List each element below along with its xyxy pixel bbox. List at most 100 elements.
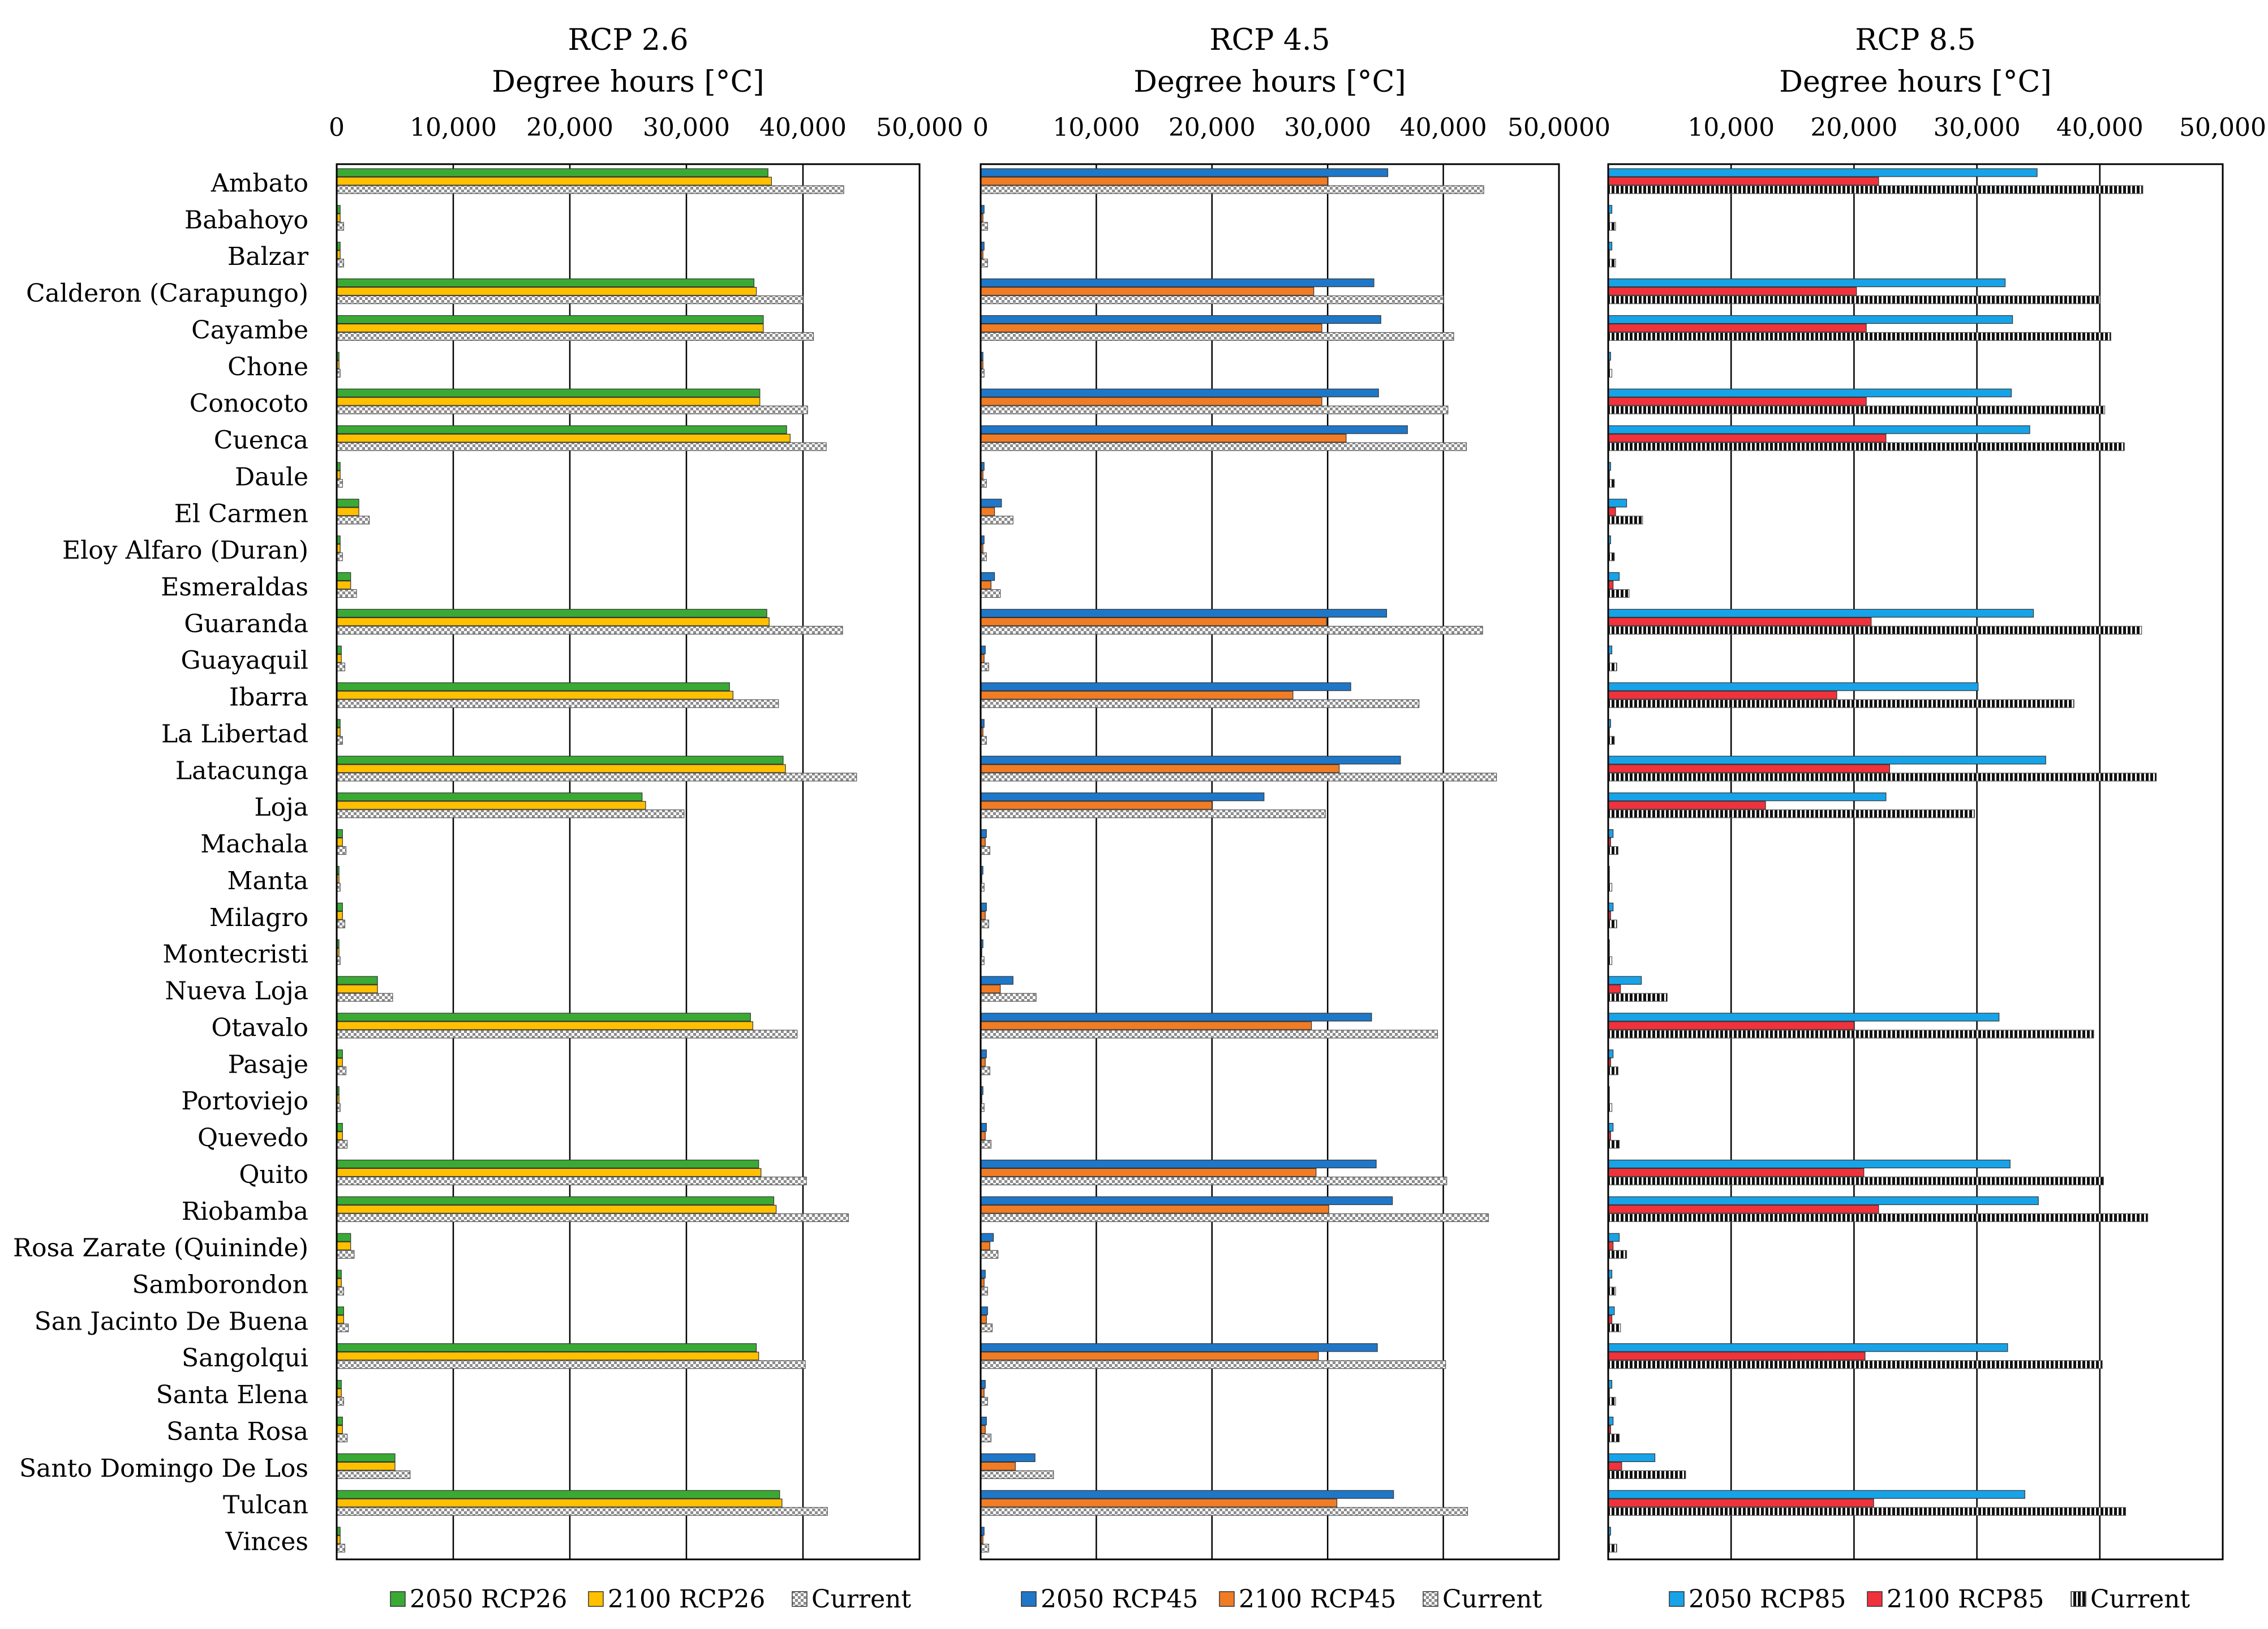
bar — [1608, 405, 2106, 414]
bar — [336, 1122, 343, 1132]
bar — [980, 1250, 999, 1259]
bar — [336, 259, 344, 268]
bar — [336, 902, 343, 911]
bar — [1608, 323, 1867, 333]
bar — [1608, 425, 2030, 434]
bar — [980, 185, 1484, 194]
bar — [336, 332, 814, 341]
tick-label: 20,000 — [526, 113, 613, 142]
category-label: Esmeraldas — [161, 573, 308, 602]
bar — [1608, 185, 2144, 194]
bar — [980, 1196, 1393, 1205]
bar — [1608, 516, 1643, 525]
category-label: Cuenca — [214, 426, 308, 455]
bar — [1608, 993, 1668, 1002]
category-label: Guaranda — [184, 610, 308, 638]
bar — [1608, 801, 1766, 810]
tick-label: 40,000 — [759, 113, 847, 142]
bar — [980, 1176, 1447, 1186]
bar — [980, 809, 1326, 818]
bar — [336, 222, 344, 231]
bar — [1608, 809, 1975, 818]
bar — [336, 911, 343, 920]
bar — [336, 278, 755, 288]
bar — [336, 792, 643, 801]
bar — [336, 1058, 343, 1067]
bar — [336, 1030, 798, 1039]
bar — [336, 838, 343, 847]
tick-label: 0 — [973, 113, 989, 142]
bar — [336, 580, 351, 590]
bar — [336, 736, 343, 745]
bar — [980, 829, 987, 838]
bar — [336, 1498, 783, 1507]
bar — [980, 1461, 1016, 1471]
bar — [980, 1066, 990, 1075]
bar — [1608, 589, 1630, 598]
bar — [980, 773, 1497, 782]
bar — [336, 1425, 343, 1434]
bar — [1608, 1461, 1622, 1471]
category-label: Montecristi — [162, 940, 308, 969]
bar — [1608, 1021, 1854, 1030]
category-label: Riobamba — [182, 1197, 308, 1226]
bar — [980, 993, 1037, 1002]
bar — [336, 1306, 344, 1315]
legend-label: 2100 RCP45 — [1239, 1585, 1396, 1614]
bar — [1608, 1490, 2025, 1499]
bar — [336, 1461, 396, 1471]
bar — [336, 479, 343, 488]
bar — [1608, 295, 2101, 305]
bar — [1608, 625, 2142, 635]
bar — [336, 1470, 411, 1479]
chart-panel-3: RCP 8.5 Degree hours [°C]10,000 20,000 30,0… — [1607, 23, 2266, 1614]
bar — [1608, 1066, 1618, 1075]
bar — [1608, 1168, 1865, 1177]
bar — [1608, 1176, 2104, 1186]
bar — [980, 801, 1213, 810]
bar — [336, 919, 346, 928]
bar — [336, 572, 351, 581]
bar — [1608, 1498, 1874, 1507]
bar — [1608, 691, 1837, 700]
legend-label: 2050 RCP45 — [1041, 1585, 1198, 1614]
bar — [1608, 222, 1616, 231]
bar — [336, 846, 347, 855]
bar — [336, 442, 827, 451]
bar — [336, 1544, 346, 1553]
bar — [980, 1544, 989, 1553]
legend-swatch — [1423, 1591, 1438, 1607]
bar — [1608, 278, 2006, 288]
category-label: El Carmen — [174, 499, 308, 528]
bar — [980, 479, 987, 488]
bar — [980, 323, 1322, 333]
bar — [336, 323, 764, 333]
bar — [1608, 1507, 2127, 1516]
bar — [1608, 287, 1857, 296]
bar — [980, 499, 1002, 508]
bar — [1608, 1352, 1866, 1361]
category-label: Rosa Zarate (Quininde) — [13, 1234, 308, 1263]
tick-label: 30,000 — [1284, 113, 1371, 142]
bar — [336, 1360, 806, 1369]
bar — [1608, 764, 1890, 773]
bar — [980, 397, 1322, 406]
bar — [1608, 1470, 1686, 1479]
category-label: Daule — [235, 462, 308, 491]
bar — [1608, 1196, 2039, 1205]
bar — [1608, 1397, 1616, 1406]
bar — [980, 425, 1408, 434]
bar — [336, 1287, 344, 1296]
bar — [980, 736, 987, 745]
chart-panel-1: RCP 2.6 Degree hours [°C] 0 10,000 20,000 30,… — [13, 23, 963, 1614]
category-label: Chone — [227, 353, 308, 381]
bar — [336, 168, 768, 177]
bar — [336, 691, 734, 700]
tick-label: 10,000 — [1053, 113, 1140, 142]
bar — [336, 756, 784, 765]
bar — [980, 1453, 1036, 1462]
bar — [980, 589, 1001, 598]
category-label: Portoviejo — [181, 1087, 308, 1116]
bar — [1608, 976, 1642, 985]
bar — [980, 332, 1454, 341]
